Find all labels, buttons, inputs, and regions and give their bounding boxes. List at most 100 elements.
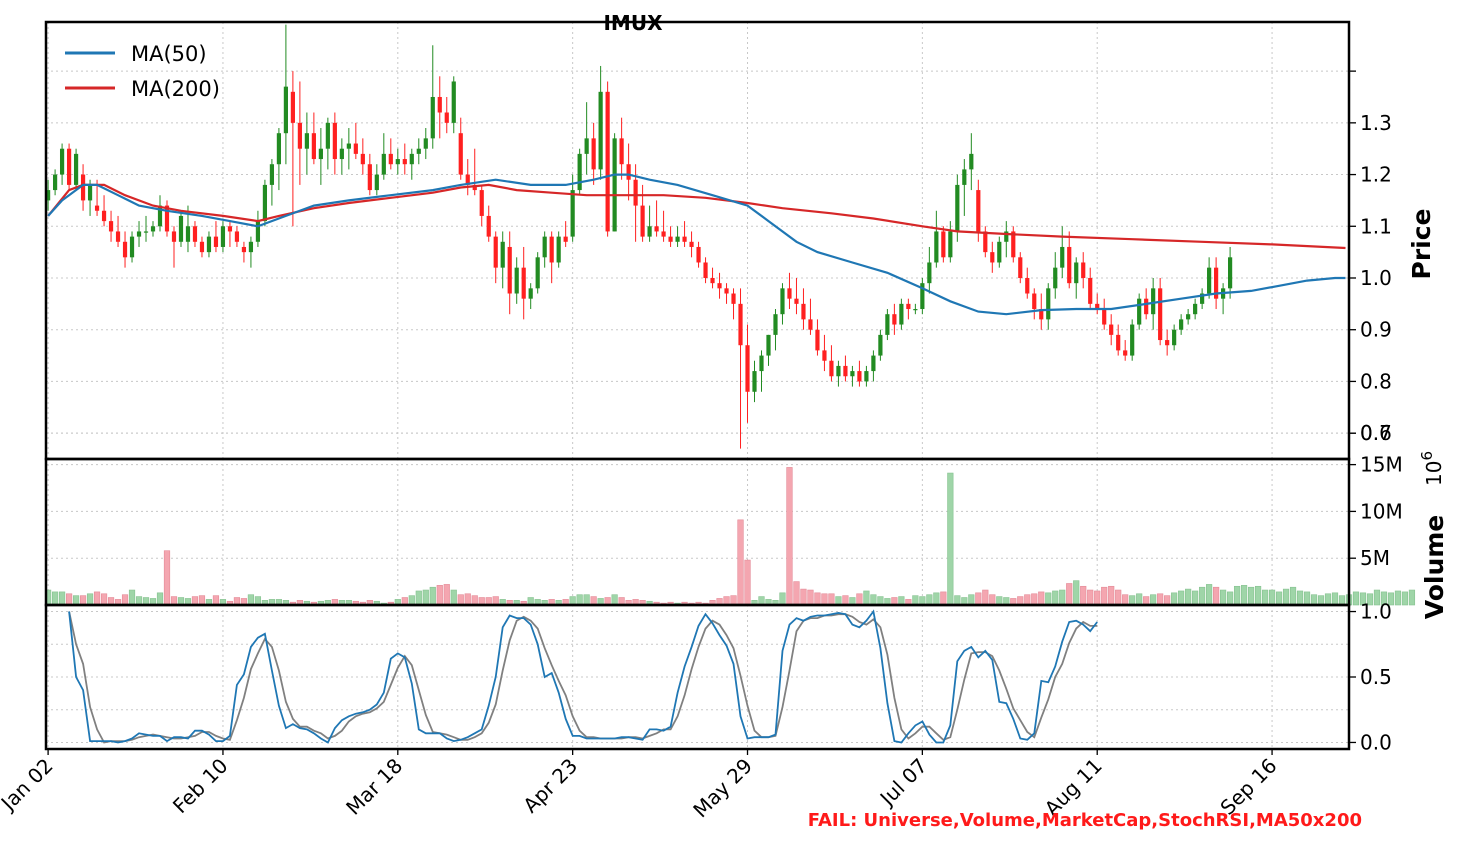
volume-bar	[954, 595, 961, 606]
volume-bar	[730, 595, 737, 606]
volume-bar	[1059, 589, 1066, 606]
volume-bar	[1024, 594, 1031, 606]
volume-bars	[45, 467, 1416, 606]
candle-body	[409, 153, 414, 165]
volume-bar	[1331, 592, 1339, 606]
candle-body	[206, 236, 212, 253]
volume-bar	[1080, 585, 1087, 606]
candle-body	[262, 184, 268, 222]
candle-body	[934, 231, 939, 263]
volume-bar	[1185, 588, 1192, 606]
y-tick-label: 0.5	[1360, 665, 1392, 689]
volume-bar	[93, 591, 101, 606]
candle-body	[1074, 262, 1079, 284]
candle-body	[892, 314, 897, 325]
candle-body	[423, 138, 428, 149]
volume-offset-label: 106	[1418, 451, 1446, 486]
candle-body	[885, 314, 890, 335]
candle-body	[507, 246, 512, 294]
volume-bar	[835, 596, 842, 606]
volume-bar	[254, 596, 262, 606]
candle-body	[430, 96, 435, 139]
candle-body	[717, 283, 722, 289]
candle-body	[1158, 288, 1163, 341]
candle-body	[605, 91, 610, 232]
y-tick-label: 0.8	[1360, 369, 1392, 393]
candle-body	[178, 215, 184, 242]
candle-body	[696, 246, 701, 263]
volume-axis-title: Volume	[1420, 515, 1449, 620]
candle-body	[1081, 262, 1086, 278]
volume-bar	[1352, 591, 1360, 606]
volume-bar	[800, 588, 807, 606]
volume-panel: 5M 10M 15M Volume 106	[44, 451, 1449, 620]
volume-bar	[1261, 589, 1269, 606]
y-tick-label: 1.0	[1360, 266, 1392, 290]
candle-body	[801, 303, 806, 320]
y-tick-label: 0.9	[1360, 318, 1392, 342]
volume-bar	[793, 581, 800, 606]
volume-bar	[590, 596, 597, 606]
candle-body	[689, 241, 694, 247]
candle-body	[675, 236, 680, 242]
candle-body	[766, 334, 771, 356]
volume-bar	[779, 592, 786, 606]
candle-body	[297, 122, 302, 149]
volume-bar	[1240, 585, 1248, 606]
volume-bar	[1101, 586, 1108, 606]
candle-body	[1130, 324, 1135, 356]
y-tick-label: 1.0	[1360, 600, 1392, 624]
candle-body	[1137, 298, 1142, 325]
candle-body	[626, 164, 631, 180]
volume-bar	[1073, 580, 1080, 606]
ticker-title: IMUX	[603, 11, 663, 35]
candle-body	[997, 241, 1002, 263]
candle-body	[514, 267, 519, 294]
candle-body	[416, 148, 421, 154]
candle-body	[598, 91, 603, 170]
candle-body	[367, 164, 372, 191]
candle-body	[437, 96, 442, 113]
volume-bar	[1387, 592, 1395, 606]
candle-body	[276, 133, 282, 165]
candle-body	[493, 236, 498, 268]
volume-bar	[1303, 591, 1311, 606]
volume-bar	[170, 596, 178, 606]
candle-body	[808, 319, 813, 330]
candle-body	[115, 231, 121, 242]
volume-bar	[1359, 592, 1367, 606]
candle-body	[1179, 319, 1184, 330]
candle-body	[780, 288, 785, 315]
volume-bar	[968, 594, 975, 606]
candle-body	[213, 236, 219, 247]
candle-body	[1095, 303, 1100, 310]
volume-bar	[1310, 594, 1318, 606]
candle-body	[1165, 340, 1170, 346]
candle-body	[220, 226, 226, 247]
candle-body	[241, 246, 247, 253]
candle-body	[465, 174, 470, 185]
volume-bar	[1157, 593, 1164, 606]
volume-bar	[996, 596, 1003, 606]
volume-bar	[737, 519, 744, 606]
x-tick-label: Feb 10	[168, 754, 233, 819]
stoch-grid	[46, 605, 1349, 749]
volume-bar	[1192, 590, 1199, 606]
volume-bar	[856, 593, 863, 606]
y-tick-label: 15M	[1360, 453, 1403, 477]
candle-body	[451, 81, 456, 123]
volume-bar	[1094, 590, 1101, 606]
candle-body	[444, 112, 449, 123]
volume-bar	[1401, 591, 1409, 606]
candle-body	[129, 236, 135, 258]
volume-bar	[940, 591, 947, 606]
candle-body	[101, 210, 107, 222]
candle-body	[1193, 303, 1198, 315]
candle-body	[1102, 309, 1107, 325]
y-tick-label: 1.3	[1360, 111, 1392, 135]
volume-panel-frame	[44, 457, 1351, 607]
candle-body	[339, 148, 344, 160]
candle-body	[612, 138, 617, 232]
volume-bar	[1233, 585, 1241, 606]
candle-body	[199, 241, 205, 253]
